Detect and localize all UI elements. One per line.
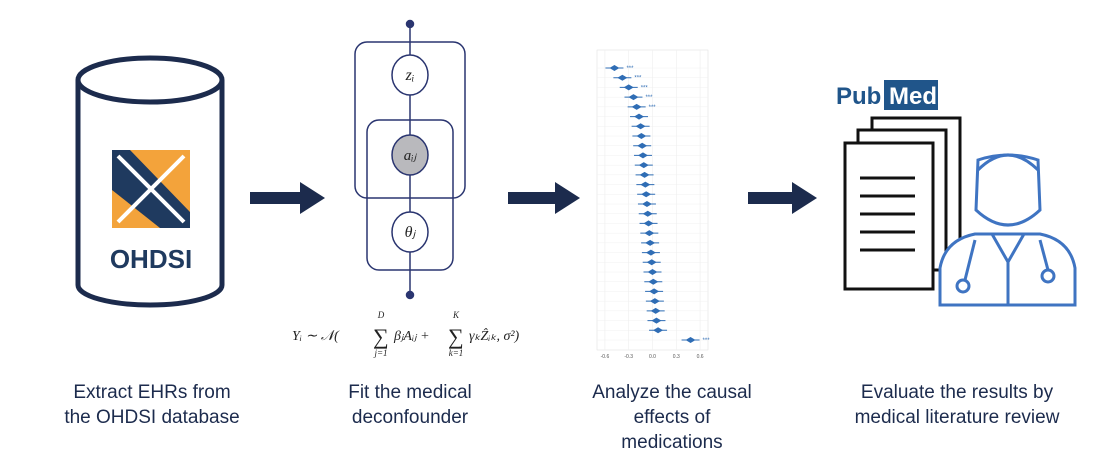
step-caption: medical literature review <box>855 407 1060 428</box>
graphical-model <box>354 19 466 300</box>
estimate-marker <box>685 337 696 343</box>
formula-part: γₖẐᵢₖ, σ²) <box>469 327 520 344</box>
estimate-marker <box>637 142 648 149</box>
estimate-marker <box>643 220 654 227</box>
step-caption: Analyze the causal <box>592 382 752 403</box>
formula-part: Yᵢ ∼ 𝒩( <box>292 329 340 344</box>
database-icon <box>75 55 225 308</box>
significance-label: *** <box>634 76 642 82</box>
estimate-marker <box>634 113 645 120</box>
doctor-icon <box>938 153 1077 307</box>
captions: Extract EHRs from the OHDSI database Fit t… <box>64 382 1059 453</box>
formula-part: D <box>377 310 385 320</box>
formula-part: ∑ <box>373 324 389 349</box>
node-label: aᵢⱼ <box>404 148 418 164</box>
estimate-marker <box>642 210 653 217</box>
node-label: θⱼ <box>405 224 417 241</box>
x-tick-label: -0.3 <box>624 354 633 360</box>
node-label: zᵢ <box>405 67 415 84</box>
estimate-marker <box>645 239 656 246</box>
x-tick-label: 0.3 <box>673 354 680 360</box>
forest-plot: -0.6 -0.3 0.0 0.3 0.6****************** <box>596 49 711 360</box>
step-caption: Fit the medical <box>348 382 472 403</box>
step-caption: medications <box>621 432 722 453</box>
step-caption: deconfounder <box>352 407 469 428</box>
significance-label: *** <box>641 85 649 91</box>
logo-text: OHDSI <box>110 244 192 274</box>
significance-label: *** <box>649 105 657 111</box>
significance-label: *** <box>626 66 634 72</box>
estimate-marker <box>638 162 649 169</box>
estimate-marker <box>641 191 652 198</box>
estimate-marker <box>628 94 639 101</box>
formula-part: K <box>452 310 460 320</box>
estimate-marker <box>631 103 642 110</box>
estimate-marker <box>649 288 660 295</box>
formula-part: βⱼAᵢⱼ + <box>393 329 430 344</box>
estimate-marker <box>645 249 656 256</box>
estimate-marker <box>648 278 659 285</box>
estimate-marker <box>640 181 651 188</box>
step-caption: effects of <box>634 407 711 428</box>
logo-text: Med <box>889 83 937 110</box>
x-tick-label: 0.0 <box>649 354 656 360</box>
x-tick-label: -0.6 <box>601 354 610 360</box>
estimate-marker <box>646 259 657 266</box>
estimate-marker <box>650 307 661 314</box>
formula-part: k=1 <box>449 348 464 358</box>
estimate-marker <box>653 327 664 334</box>
significance-label: *** <box>645 95 653 101</box>
estimate-marker <box>641 201 652 207</box>
estimate-marker <box>636 133 647 139</box>
papers-icon <box>843 116 962 291</box>
x-tick-label: 0.6 <box>697 354 704 360</box>
step-caption: Extract EHRs from <box>73 382 230 403</box>
estimate-marker <box>637 152 648 159</box>
formula-part: j=1 <box>373 348 387 358</box>
estimate-marker <box>639 171 650 178</box>
estimate-marker <box>651 317 662 324</box>
estimate-marker <box>647 269 658 275</box>
formula-part: ∑ <box>448 324 464 349</box>
estimate-marker <box>649 298 660 305</box>
estimate-marker <box>617 74 628 81</box>
step-caption: Evaluate the results by <box>861 382 1054 403</box>
significance-label: *** <box>703 338 711 344</box>
pubmed-logo: Pub Med <box>836 80 938 110</box>
ohdsi-logo: OHDSI <box>100 140 198 274</box>
estimate-marker <box>609 65 620 71</box>
estimate-marker <box>644 230 655 237</box>
arrows <box>250 182 817 214</box>
step-caption: the OHDSI database <box>64 407 239 428</box>
estimate-marker <box>635 123 646 130</box>
estimate-marker <box>623 84 634 91</box>
formula: Yᵢ ∼ 𝒩( ∑ D j=1 βⱼAᵢⱼ + ∑ K k=1 γₖẐᵢₖ, σ… <box>292 310 520 358</box>
logo-text: Pub <box>836 83 881 110</box>
